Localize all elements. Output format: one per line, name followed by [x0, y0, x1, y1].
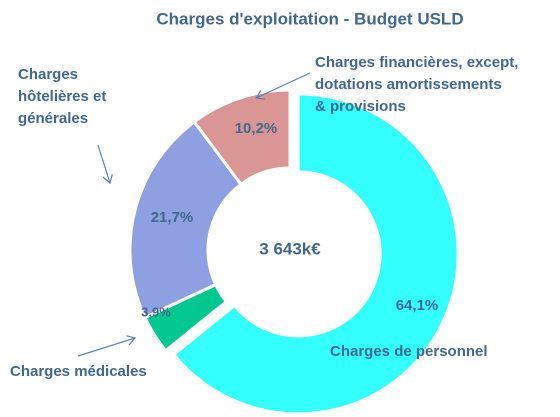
slice — [128, 119, 244, 320]
slices — [128, 88, 460, 416]
chart-title: Charges d'exploitation - Budget USLD — [156, 9, 463, 28]
value-label: 21,7% — [151, 209, 194, 226]
arrow — [97, 144, 110, 183]
category-label: Charges financières, except, dotations a… — [315, 54, 519, 115]
slice — [171, 92, 460, 416]
value-label: 64,1% — [396, 297, 439, 314]
value-label: 10,2% — [235, 120, 278, 137]
value-label: 3,9% — [141, 304, 171, 319]
arrow — [77, 338, 135, 357]
slice — [192, 88, 292, 187]
arrow — [256, 72, 311, 98]
category-label: Charges médicales — [10, 363, 147, 380]
category-label: Charges hôtelières et générales — [18, 66, 107, 127]
center-label: 3 643k€ — [259, 239, 321, 258]
category-label: Charges de personnel — [330, 343, 488, 360]
